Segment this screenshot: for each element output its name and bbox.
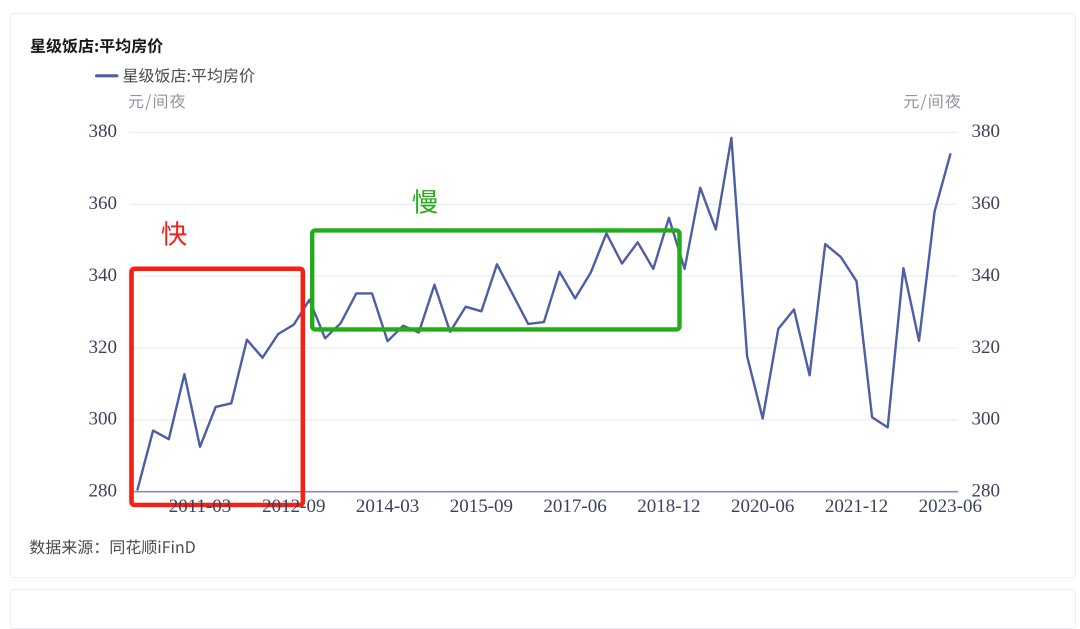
svg-text:360: 360 <box>972 193 1001 214</box>
svg-text:320: 320 <box>972 337 1001 358</box>
svg-text:2023-06: 2023-06 <box>919 496 982 517</box>
svg-text:380: 380 <box>972 121 1001 142</box>
svg-text:2020-06: 2020-06 <box>731 496 794 517</box>
svg-text:2015-09: 2015-09 <box>450 496 513 517</box>
svg-text:340: 340 <box>89 265 118 286</box>
svg-text:2017-06: 2017-06 <box>543 496 606 517</box>
svg-text:280: 280 <box>89 481 118 502</box>
svg-text:2021-12: 2021-12 <box>825 496 888 517</box>
svg-text:2018-12: 2018-12 <box>637 496 700 517</box>
svg-text:300: 300 <box>89 409 118 430</box>
svg-text:340: 340 <box>972 265 1001 286</box>
svg-text:300: 300 <box>972 409 1001 430</box>
svg-text:320: 320 <box>89 337 118 358</box>
svg-text:280: 280 <box>972 481 1001 502</box>
svg-text:360: 360 <box>89 193 118 214</box>
svg-text:2014-03: 2014-03 <box>356 496 419 517</box>
svg-text:380: 380 <box>89 121 118 142</box>
svg-text:2011-03: 2011-03 <box>169 496 232 517</box>
svg-text:2012-09: 2012-09 <box>262 496 325 517</box>
